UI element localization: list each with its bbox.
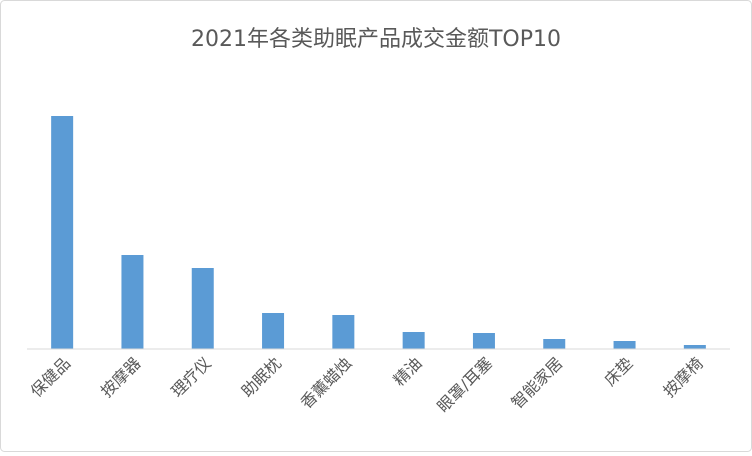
bar	[332, 315, 355, 349]
bar	[51, 116, 74, 349]
bar	[613, 341, 636, 349]
bar	[683, 345, 706, 349]
bar	[191, 268, 214, 349]
bar	[543, 339, 566, 349]
bar	[121, 255, 144, 349]
bar	[402, 332, 425, 349]
bar	[472, 333, 495, 349]
chart-title: 2021年各类助眠产品成交金额TOP10	[191, 27, 561, 52]
bar	[262, 313, 285, 349]
